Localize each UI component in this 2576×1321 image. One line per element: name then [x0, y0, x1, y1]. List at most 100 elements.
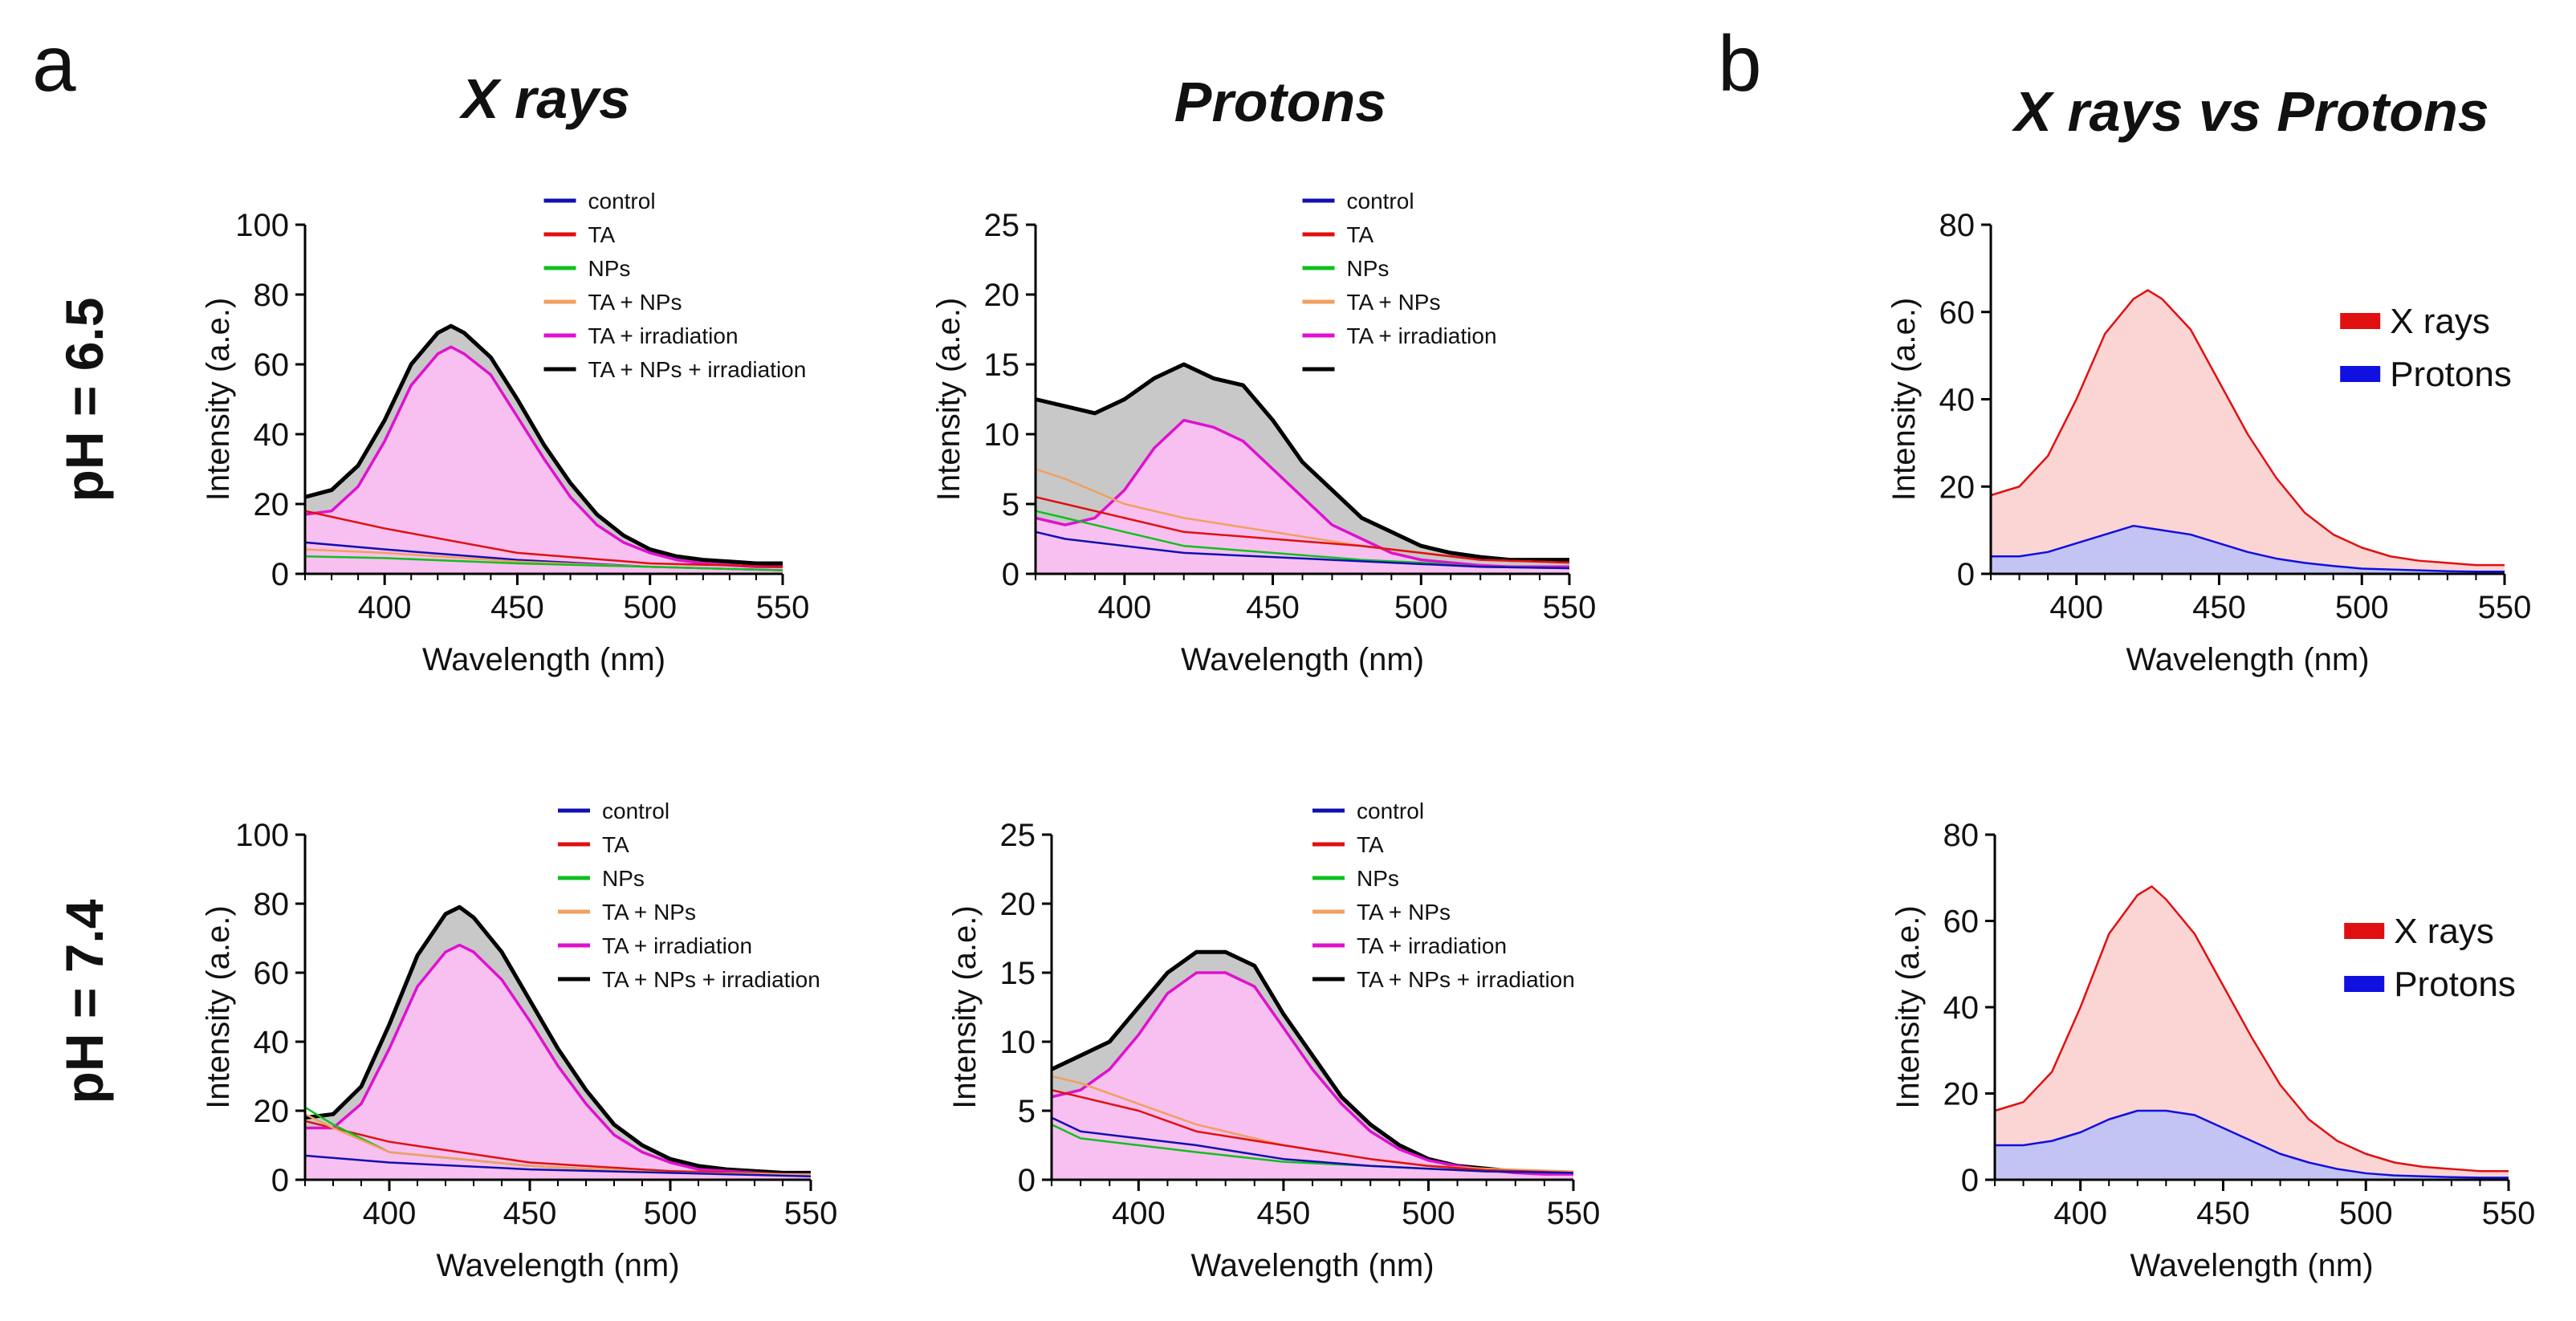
chart-data-0-legend-label-1: TA — [588, 222, 616, 247]
chart-data-5-ytick-label-1: 20 — [1943, 1077, 1980, 1112]
chart-data-5-area-1 — [1995, 1111, 2509, 1180]
chart-data-4-ytick-label-3: 15 — [1000, 956, 1036, 991]
chart-data-4-ytick-label-0: 0 — [1018, 1163, 1036, 1198]
chart-data-4-legend-label-5: TA + NPs + irradiation — [1357, 967, 1575, 992]
chart-data-0-line-ta-nps-irradiation — [304, 323, 783, 566]
chart-data-5-ytick-label-2: 40 — [1943, 990, 1980, 1026]
chart-data-2-xtick-label-2: 500 — [2335, 590, 2389, 625]
chart-data-4-xtick-label-1: 450 — [1257, 1196, 1311, 1231]
chart-data-1-ytick-label-1: 5 — [1002, 487, 1019, 522]
chart-data-5-xtick-label-0: 400 — [2053, 1196, 2107, 1231]
chart-data-1-line-ta-nps-irradiation — [1035, 362, 1569, 563]
chart-data-2-xtick-label-0: 400 — [2049, 590, 2103, 625]
chart-data-4-xtick-label-0: 400 — [1112, 1196, 1166, 1231]
chart-data-5-ylabel: Intensity (a.e.) — [1890, 905, 1926, 1108]
chart-data-5-legend-swatch-0 — [2344, 923, 2385, 939]
chart-data-1-xlabel: Wavelength (nm) — [1181, 642, 1424, 677]
chart-data-2-xtick-label-1: 450 — [2192, 590, 2246, 625]
chart-data-2-line-protons — [1991, 524, 2505, 573]
chart-data-5-ytick-label-0: 0 — [1961, 1163, 1979, 1198]
chart-data-4-line-ta — [1051, 1088, 1574, 1174]
chart-data-5-legend-swatch-1 — [2344, 976, 2385, 992]
chart-data-5-xlabel: Wavelength (nm) — [2130, 1248, 2373, 1283]
chart-data-1-xtick-label-3: 550 — [1543, 590, 1597, 625]
chart-data-3-ytick-label-3: 60 — [254, 956, 290, 991]
chart-data-3-line-ta-irradiation — [305, 943, 811, 1177]
chart-data-4-ytick-label-2: 10 — [1000, 1025, 1036, 1060]
chart-data-0-ytick-label-2: 40 — [254, 417, 290, 453]
chart-data-2-xtick-label-3: 550 — [2478, 590, 2532, 625]
chart-data-2-ytick-label-2: 40 — [1939, 383, 1976, 418]
chart-data-2-legend-swatch-1 — [2340, 366, 2381, 382]
chart-data-0-xtick-label-0: 400 — [358, 590, 412, 625]
chart-data-3-xtick-label-3: 550 — [784, 1196, 838, 1231]
chart-data-2-ytick-label-3: 60 — [1939, 295, 1976, 331]
chart-data-5-line-x-rays — [1994, 885, 2509, 1173]
chart-data-3-legend-label-4: TA + irradiation — [602, 933, 752, 958]
chart-data-5-xtick-label-3: 550 — [2482, 1196, 2536, 1231]
chart-data-0-ytick-label-4: 80 — [254, 278, 290, 313]
chart-data-1-line-ta — [1035, 496, 1570, 564]
chart-data-3-xtick-label-0: 400 — [363, 1196, 417, 1231]
chart-data-1-legend-label-4: TA + irradiation — [1347, 323, 1497, 348]
chart-data-0-xtick-label-1: 450 — [490, 590, 544, 625]
chart-data-3-ytick-label-1: 20 — [254, 1094, 290, 1129]
chart-data-3-ytick-label-5: 100 — [235, 818, 289, 853]
chart-data-2-ytick-label-0: 0 — [1957, 557, 1975, 592]
row-label-ph74: pH = 7.4 — [55, 899, 114, 1104]
chart-data-1-xtick-label-2: 500 — [1394, 590, 1448, 625]
chart-data-5-legend-label-0: X rays — [2394, 912, 2494, 951]
chart-data-0-ylabel: Intensity (a.e.) — [201, 298, 236, 501]
chart-data-3-xtick-label-1: 450 — [503, 1196, 557, 1231]
chart-data-2-area-1 — [1991, 526, 2505, 574]
chart-data-2-legend-label-0: X rays — [2390, 302, 2490, 341]
chart-data-3-legend-label-0: control — [602, 799, 669, 823]
chart-data-5-xtick-label-1: 450 — [2196, 1196, 2250, 1231]
chart-data-3-legend-label-2: NPs — [602, 866, 645, 891]
chart-data-0-xtick-label-2: 500 — [623, 590, 677, 625]
chart-data-4-ylabel: Intensity (a.e.) — [947, 905, 983, 1108]
chart-data-3-xtick-label-2: 500 — [644, 1196, 698, 1231]
chart-data-5-area-0 — [1995, 886, 2509, 1180]
chart-data-0-line-ta-irradiation — [304, 345, 783, 569]
chart-data-0-xtick-label-3: 550 — [756, 590, 810, 625]
chart-protons-ph65: 0 5 10 15 20 25 400 450 500 550 Wavelength (nm) Int… — [931, 189, 1597, 677]
chart-data-0-ytick-label-3: 60 — [254, 348, 290, 383]
chart-data-0-legend-label-0: control — [588, 189, 656, 213]
title-xrays: X rays — [461, 67, 631, 130]
chart-data-3-legend-label-1: TA — [602, 832, 629, 857]
chart-data-4-legend-label-3: TA + NPs — [1357, 900, 1451, 925]
chart-data-4-xtick-label-3: 550 — [1547, 1196, 1601, 1231]
chart-data-2-ylabel: Intensity (a.e.) — [1886, 298, 1922, 501]
chart-data-3-ytick-label-2: 40 — [254, 1025, 290, 1060]
chart-data-2-xlabel: Wavelength (nm) — [2126, 642, 2369, 677]
chart-data-4-legend-label-4: TA + irradiation — [1357, 933, 1507, 958]
chart-data-1-ytick-label-4: 20 — [984, 278, 1020, 313]
chart-data-1-ytick-label-3: 15 — [984, 348, 1020, 383]
chart-data-4-area-1 — [1052, 973, 1573, 1180]
chart-data-2-line-x-rays — [1990, 289, 2505, 567]
chart-data-0-legend-label-4: TA + irradiation — [588, 323, 739, 348]
chart-data-2-legend-swatch-0 — [2340, 313, 2381, 329]
chart-data-1-line-ta-irradiation — [1035, 418, 1569, 569]
chart-data-1-legend-label-0: control — [1347, 189, 1414, 213]
chart-data-0-line-nps — [304, 555, 783, 571]
chart-data-4-line-control — [1051, 1116, 1574, 1174]
chart-data-4-xlabel: Wavelength (nm) — [1190, 1248, 1434, 1283]
chart-data-3-line-ta — [304, 1120, 812, 1176]
chart-vs-ph74: 0 20 40 60 80 400 450 500 550 Wavelength (nm) Inte… — [1890, 818, 2536, 1283]
panel-letter-b: b — [1718, 19, 1762, 108]
chart-data-5-ytick-label-3: 60 — [1943, 904, 1980, 940]
chart-data-3-ytick-label-0: 0 — [271, 1163, 289, 1198]
chart-data-1-ylabel: Intensity (a.e.) — [931, 298, 967, 501]
chart-data-1-line-control — [1035, 530, 1570, 570]
chart-data-4-xtick-label-2: 500 — [1402, 1196, 1455, 1231]
chart-data-3-legend-label-5: TA + NPs + irradiation — [602, 967, 820, 992]
title-xrays-vs-protons: X rays vs Protons — [2014, 80, 2489, 143]
chart-data-1-xtick-label-1: 450 — [1246, 590, 1300, 625]
chart-data-3-line-control — [304, 1154, 812, 1177]
chart-data-0-ytick-label-1: 20 — [254, 487, 290, 522]
chart-data-1-ytick-label-5: 25 — [984, 208, 1020, 243]
chart-data-0-line-ta — [304, 510, 783, 568]
chart-data-0-legend-label-3: TA + NPs — [588, 290, 682, 315]
